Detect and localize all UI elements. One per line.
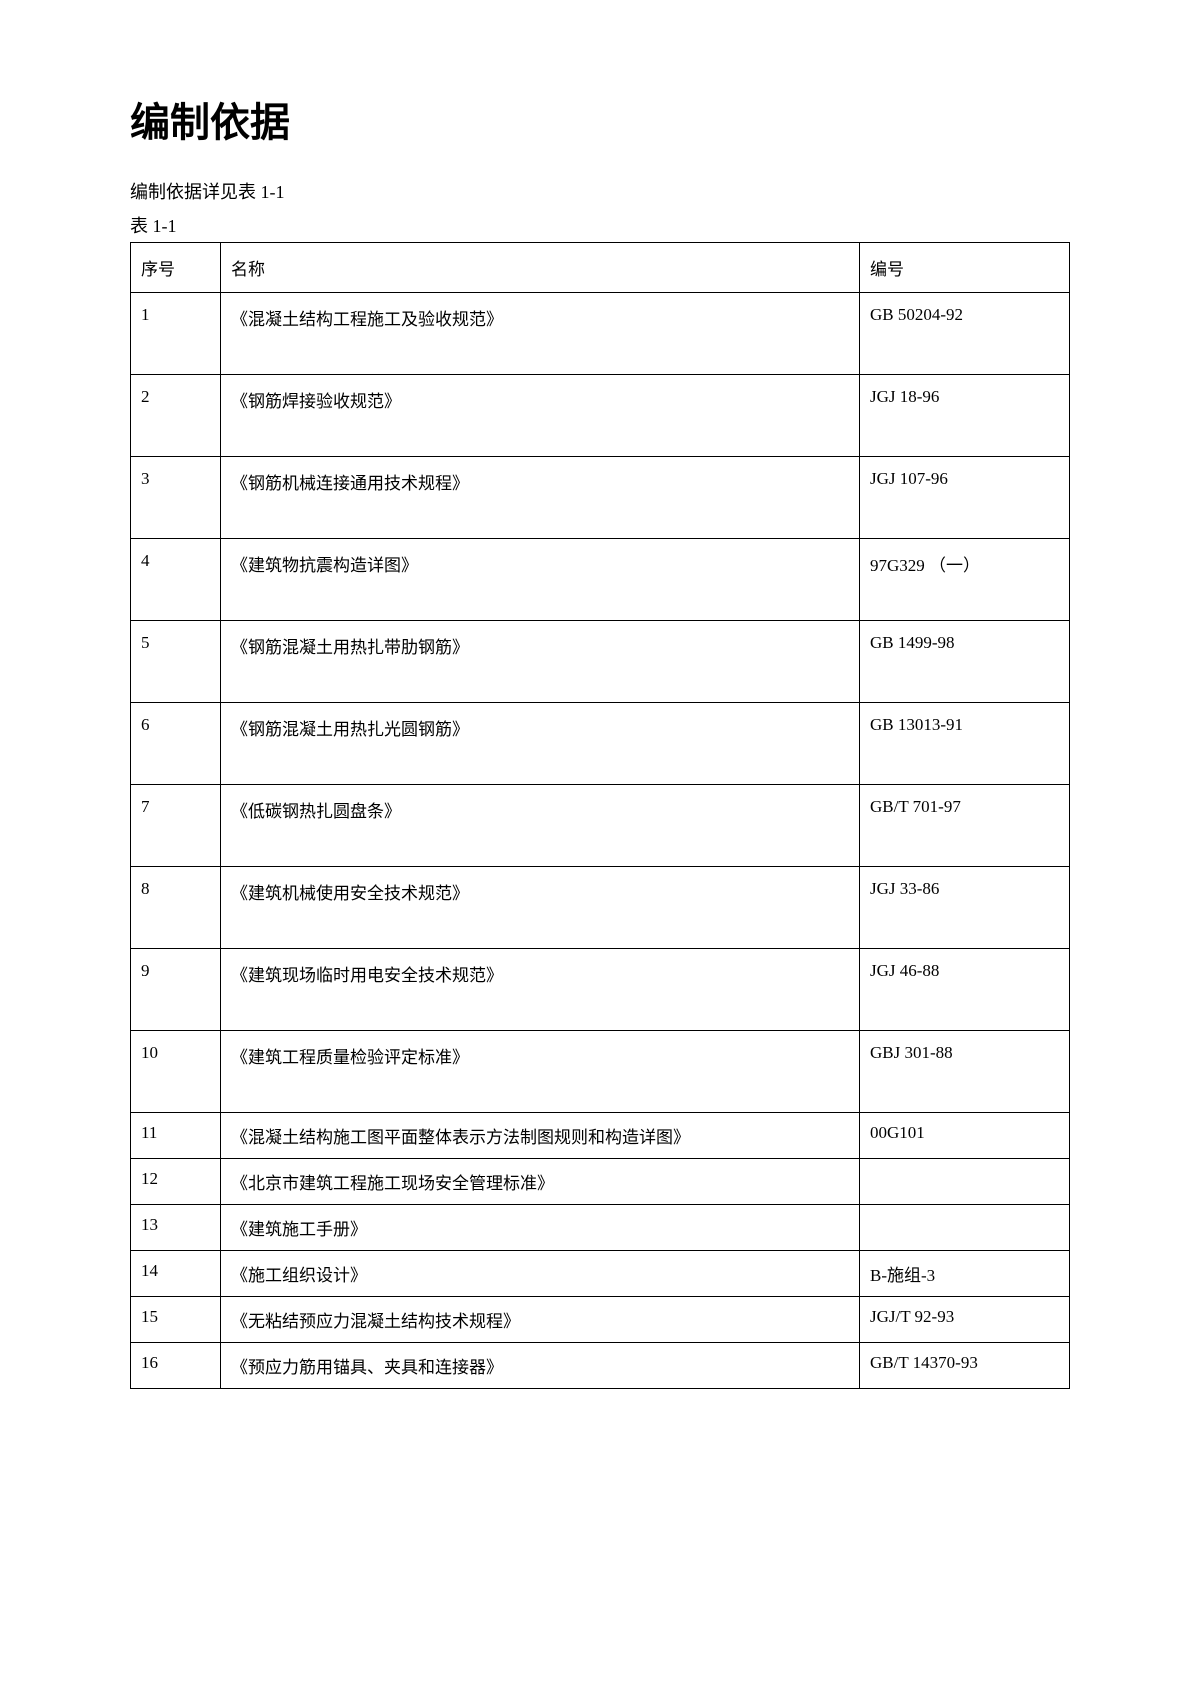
cell-name: 《混凝土结构施工图平面整体表示方法制图规则和构造详图》 — [221, 1113, 860, 1159]
cell-code: JGJ 46-88 — [860, 949, 1070, 1031]
cell-name: 《预应力筋用锚具、夹具和连接器》 — [221, 1343, 860, 1389]
cell-name: 《钢筋混凝土用热扎带肋钢筋》 — [221, 621, 860, 703]
cell-code: 97G329 （一） — [860, 539, 1070, 621]
cell-code: GB 13013-91 — [860, 703, 1070, 785]
cell-name: 《建筑机械使用安全技术规范》 — [221, 867, 860, 949]
table-row: 11《混凝土结构施工图平面整体表示方法制图规则和构造详图》00G101 — [131, 1113, 1070, 1159]
cell-code: B-施组-3 — [860, 1251, 1070, 1297]
cell-code: GB 50204-92 — [860, 293, 1070, 375]
cell-seq: 6 — [131, 703, 221, 785]
intro-text: 编制依据详见表 1-1 — [130, 178, 1070, 204]
cell-name: 《低碳钢热扎圆盘条》 — [221, 785, 860, 867]
cell-name: 《建筑工程质量检验评定标准》 — [221, 1031, 860, 1113]
cell-seq: 12 — [131, 1159, 221, 1205]
cell-name: 《建筑现场临时用电安全技术规范》 — [221, 949, 860, 1031]
table-header-row: 序号 名称 编号 — [131, 243, 1070, 293]
table-label: 表 1-1 — [130, 212, 1070, 238]
cell-name: 《钢筋机械连接通用技术规程》 — [221, 457, 860, 539]
table-body: 1《混凝土结构工程施工及验收规范》GB 50204-922《钢筋焊接验收规范》J… — [131, 293, 1070, 1389]
table-row: 5《钢筋混凝土用热扎带肋钢筋》GB 1499-98 — [131, 621, 1070, 703]
cell-code — [860, 1205, 1070, 1251]
cell-code: JGJ/T 92-93 — [860, 1297, 1070, 1343]
table-row: 9《建筑现场临时用电安全技术规范》JGJ 46-88 — [131, 949, 1070, 1031]
cell-seq: 16 — [131, 1343, 221, 1389]
cell-seq: 14 — [131, 1251, 221, 1297]
table-row: 2《钢筋焊接验收规范》JGJ 18-96 — [131, 375, 1070, 457]
cell-name: 《无粘结预应力混凝土结构技术规程》 — [221, 1297, 860, 1343]
col-header-seq: 序号 — [131, 243, 221, 293]
cell-seq: 8 — [131, 867, 221, 949]
table-row: 4《建筑物抗震构造详图》97G329 （一） — [131, 539, 1070, 621]
cell-name: 《建筑施工手册》 — [221, 1205, 860, 1251]
table-row: 8《建筑机械使用安全技术规范》JGJ 33-86 — [131, 867, 1070, 949]
cell-code: JGJ 107-96 — [860, 457, 1070, 539]
cell-seq: 7 — [131, 785, 221, 867]
cell-code: JGJ 18-96 — [860, 375, 1070, 457]
table-row: 12《北京市建筑工程施工现场安全管理标准》 — [131, 1159, 1070, 1205]
table-row: 13《建筑施工手册》 — [131, 1205, 1070, 1251]
page-title: 编制依据 — [130, 90, 1070, 148]
cell-name: 《钢筋焊接验收规范》 — [221, 375, 860, 457]
cell-seq: 10 — [131, 1031, 221, 1113]
cell-seq: 9 — [131, 949, 221, 1031]
cell-code: GB/T 14370-93 — [860, 1343, 1070, 1389]
col-header-code: 编号 — [860, 243, 1070, 293]
cell-code: GB 1499-98 — [860, 621, 1070, 703]
table-row: 16《预应力筋用锚具、夹具和连接器》GB/T 14370-93 — [131, 1343, 1070, 1389]
cell-seq: 1 — [131, 293, 221, 375]
cell-code: 00G101 — [860, 1113, 1070, 1159]
cell-seq: 11 — [131, 1113, 221, 1159]
cell-seq: 13 — [131, 1205, 221, 1251]
cell-seq: 5 — [131, 621, 221, 703]
cell-seq: 2 — [131, 375, 221, 457]
cell-name: 《建筑物抗震构造详图》 — [221, 539, 860, 621]
cell-code: JGJ 33-86 — [860, 867, 1070, 949]
cell-name: 《混凝土结构工程施工及验收规范》 — [221, 293, 860, 375]
table-row: 15《无粘结预应力混凝土结构技术规程》JGJ/T 92-93 — [131, 1297, 1070, 1343]
cell-name: 《施工组织设计》 — [221, 1251, 860, 1297]
table-row: 7《低碳钢热扎圆盘条》GB/T 701-97 — [131, 785, 1070, 867]
cell-seq: 3 — [131, 457, 221, 539]
cell-code: GB/T 701-97 — [860, 785, 1070, 867]
cell-seq: 4 — [131, 539, 221, 621]
table-row: 10《建筑工程质量检验评定标准》GBJ 301-88 — [131, 1031, 1070, 1113]
cell-seq: 15 — [131, 1297, 221, 1343]
col-header-name: 名称 — [221, 243, 860, 293]
cell-code — [860, 1159, 1070, 1205]
table-row: 6《钢筋混凝土用热扎光圆钢筋》GB 13013-91 — [131, 703, 1070, 785]
table-row: 3《钢筋机械连接通用技术规程》JGJ 107-96 — [131, 457, 1070, 539]
cell-name: 《钢筋混凝土用热扎光圆钢筋》 — [221, 703, 860, 785]
standards-table: 序号 名称 编号 1《混凝土结构工程施工及验收规范》GB 50204-922《钢… — [130, 242, 1070, 1389]
cell-name: 《北京市建筑工程施工现场安全管理标准》 — [221, 1159, 860, 1205]
table-row: 14《施工组织设计》B-施组-3 — [131, 1251, 1070, 1297]
cell-code: GBJ 301-88 — [860, 1031, 1070, 1113]
table-row: 1《混凝土结构工程施工及验收规范》GB 50204-92 — [131, 293, 1070, 375]
